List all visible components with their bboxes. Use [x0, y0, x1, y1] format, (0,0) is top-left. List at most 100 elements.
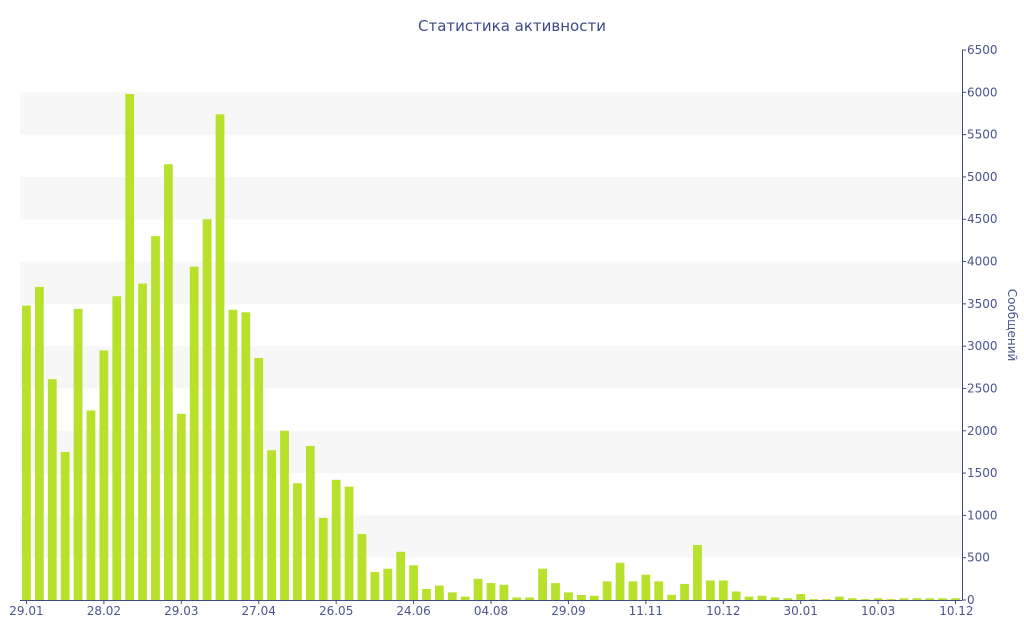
bar [99, 350, 109, 600]
bar [280, 430, 289, 600]
bar [86, 410, 96, 600]
bar-series [22, 94, 960, 601]
x-tick-label: 04.08 [474, 604, 508, 618]
x-tick-label: 10.12 [706, 604, 740, 618]
bar [705, 580, 715, 600]
bar [718, 580, 728, 600]
bar [176, 413, 186, 600]
bar [447, 592, 457, 600]
x-tick-label: 27.04 [242, 604, 276, 618]
bar [151, 236, 160, 600]
bar [189, 266, 199, 600]
x-tick-label: 30.01 [784, 604, 818, 618]
grid-bands [20, 92, 962, 558]
y-axis-label: Сообщений [1005, 289, 1019, 362]
bar [460, 596, 470, 600]
chart-title: Статистика активности [418, 17, 606, 35]
bar [202, 219, 212, 600]
bar [873, 598, 883, 600]
bar [22, 305, 31, 600]
bar [693, 545, 702, 600]
y-tick-label: 6000 [967, 85, 998, 99]
bar [835, 596, 844, 600]
bar [34, 286, 44, 600]
bar [370, 572, 380, 600]
bar [125, 94, 135, 600]
x-tick-label: 29.09 [551, 604, 585, 618]
bar [951, 598, 960, 600]
bar [525, 597, 535, 600]
bar [602, 581, 612, 600]
bar [796, 594, 806, 600]
y-tick-label: 6500 [967, 43, 998, 57]
bar [886, 599, 896, 600]
bar [267, 450, 277, 600]
bar [847, 598, 857, 600]
bar [138, 283, 147, 600]
bar [357, 534, 367, 600]
y-tick-label: 4000 [967, 255, 998, 269]
bar [860, 599, 870, 600]
x-tick-label: 29.03 [164, 604, 198, 618]
axes: 0 500 1000 1500 2000 2500 3000 3500 4000 4500 5000… [9, 43, 997, 618]
bar [305, 446, 315, 600]
bar [822, 599, 831, 600]
y-tick-label: 5000 [967, 170, 998, 184]
bar [551, 583, 560, 600]
bar [499, 584, 509, 600]
x-tick-label: 11.11 [629, 604, 663, 618]
x-tick-label: 29.01 [9, 604, 43, 618]
x-tick-label: 10.03 [861, 604, 895, 618]
y-tick-label: 3500 [967, 297, 998, 311]
y-tick-label: 1000 [967, 508, 998, 522]
y-tick-label: 3000 [967, 339, 998, 353]
bar [615, 562, 625, 600]
bar [241, 312, 251, 600]
bar [60, 451, 70, 600]
bar [293, 483, 302, 600]
bar [409, 565, 418, 600]
bar [396, 551, 406, 600]
bar [564, 592, 573, 600]
grid-band [20, 430, 962, 474]
bar [164, 164, 173, 600]
y-tick-label: 2500 [967, 381, 998, 395]
y-tick-label: 1500 [967, 466, 998, 480]
bar [331, 479, 341, 600]
bar [434, 585, 444, 600]
bar [589, 595, 599, 600]
grid-band [20, 515, 962, 558]
bar [744, 596, 754, 600]
bar [73, 308, 83, 600]
bar [228, 309, 238, 600]
bar [215, 114, 225, 601]
bar [925, 598, 935, 600]
bar [641, 574, 651, 600]
grid-band [20, 92, 962, 135]
bar [667, 594, 677, 600]
bar [422, 589, 431, 600]
bar [473, 578, 483, 600]
x-tick-label: 10.12 [939, 604, 973, 618]
bar [47, 379, 57, 600]
bar [383, 568, 393, 600]
bar [344, 486, 354, 600]
y-tick-label: 4500 [967, 212, 998, 226]
x-tick-label: 26.05 [319, 604, 353, 618]
y-tick-label: 0 [967, 593, 975, 607]
bar [899, 598, 909, 600]
y-tick-label: 2000 [967, 424, 998, 438]
y-tick-label: 500 [967, 551, 990, 565]
x-tick-label: 24.06 [396, 604, 430, 618]
bar [254, 358, 264, 600]
x-tick-label: 28.02 [87, 604, 121, 618]
bar [783, 598, 793, 600]
bar [938, 598, 948, 600]
grid-band [20, 176, 962, 220]
bar [770, 597, 780, 600]
bar [628, 581, 638, 600]
bar [112, 296, 122, 600]
bar [731, 591, 741, 600]
y-tick-label: 5500 [967, 128, 998, 142]
